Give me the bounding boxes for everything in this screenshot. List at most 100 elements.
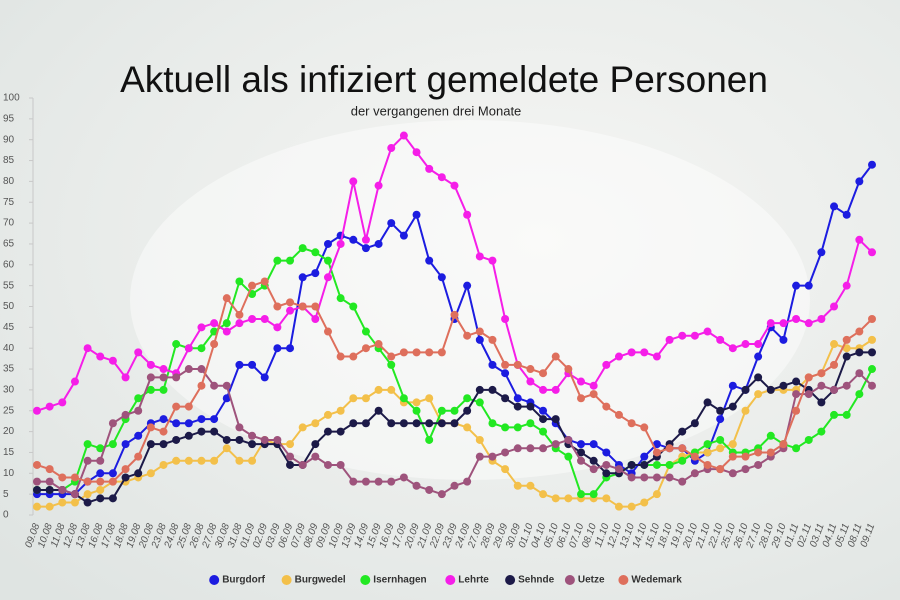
data-point: [222, 319, 231, 328]
data-point: [475, 385, 484, 394]
data-point: [273, 256, 282, 265]
data-point: [159, 440, 168, 449]
chart-title: Aktuell als infiziert gemeldete Personen: [120, 59, 768, 100]
data-point: [70, 377, 79, 386]
data-point: [298, 273, 307, 282]
data-point: [437, 406, 446, 415]
data-point: [463, 406, 472, 415]
data-point: [210, 340, 219, 349]
y-tick-label: 65: [3, 239, 15, 250]
data-point: [311, 302, 320, 311]
data-point: [766, 431, 775, 440]
data-point: [412, 210, 421, 219]
data-point: [248, 431, 257, 440]
data-point: [374, 477, 383, 486]
data-point: [349, 302, 358, 311]
data-point: [425, 485, 434, 494]
data-point: [475, 252, 484, 261]
y-tick-label: 55: [3, 280, 15, 291]
data-point: [311, 452, 320, 461]
data-point: [399, 419, 408, 428]
data-point: [526, 444, 535, 453]
data-point: [792, 444, 801, 453]
legend-marker: [281, 575, 292, 585]
data-point: [311, 269, 320, 278]
data-point: [387, 477, 396, 486]
data-point: [33, 406, 41, 415]
data-point: [298, 302, 307, 311]
data-point: [766, 385, 775, 394]
data-point: [235, 435, 244, 444]
y-tick-label: 25: [3, 405, 15, 416]
data-point: [652, 440, 661, 449]
data-point: [387, 385, 396, 394]
data-point: [488, 360, 497, 369]
data-point: [336, 352, 345, 361]
y-tick-label: 45: [3, 322, 15, 333]
data-point: [602, 494, 611, 503]
data-point: [804, 319, 813, 328]
data-point: [855, 327, 864, 336]
data-point: [108, 469, 117, 478]
data-point: [868, 335, 876, 344]
legend-label: Wedemark: [631, 575, 682, 586]
legend-marker: [360, 575, 371, 585]
data-point: [286, 344, 295, 353]
data-point: [577, 440, 586, 449]
data-point: [450, 419, 459, 428]
data-point: [425, 394, 434, 403]
y-tick-label: 20: [3, 426, 15, 437]
data-point: [640, 348, 649, 357]
data-point: [513, 481, 522, 490]
data-point: [830, 410, 839, 419]
data-point: [450, 406, 459, 415]
data-point: [602, 469, 611, 478]
data-point: [222, 394, 231, 403]
data-point: [172, 419, 181, 428]
data-point: [349, 394, 358, 403]
data-point: [450, 310, 459, 319]
legend-label: Burgwedel: [295, 575, 346, 586]
y-tick-label: 100: [3, 93, 20, 104]
data-point: [425, 419, 434, 428]
data-point: [842, 410, 851, 419]
data-point: [121, 373, 130, 382]
data-point: [551, 415, 560, 424]
data-point: [817, 398, 826, 407]
data-point: [260, 435, 269, 444]
data-point: [361, 477, 370, 486]
y-tick-label: 80: [3, 176, 15, 187]
data-point: [108, 356, 117, 365]
data-point: [614, 352, 623, 361]
data-point: [779, 335, 788, 344]
data-point: [437, 273, 446, 282]
data-point: [134, 431, 143, 440]
data-point: [286, 298, 295, 307]
data-point: [501, 369, 510, 378]
data-point: [855, 348, 864, 357]
data-point: [83, 490, 92, 499]
data-point: [754, 340, 763, 349]
data-point: [286, 440, 295, 449]
data-point: [614, 410, 623, 419]
data-point: [817, 381, 826, 390]
data-point: [197, 344, 206, 353]
y-tick-label: 50: [3, 301, 15, 312]
data-point: [513, 423, 522, 432]
data-point: [614, 465, 623, 474]
data-point: [652, 460, 661, 469]
data-point: [488, 385, 497, 394]
data-point: [96, 494, 105, 503]
data-point: [45, 465, 54, 474]
data-point: [83, 498, 92, 507]
data-point: [766, 448, 775, 457]
data-point: [96, 444, 105, 453]
data-point: [437, 419, 446, 428]
data-point: [463, 423, 472, 432]
data-point: [842, 281, 851, 290]
data-point: [387, 360, 396, 369]
data-point: [286, 452, 295, 461]
data-point: [766, 319, 775, 328]
data-point: [387, 419, 396, 428]
